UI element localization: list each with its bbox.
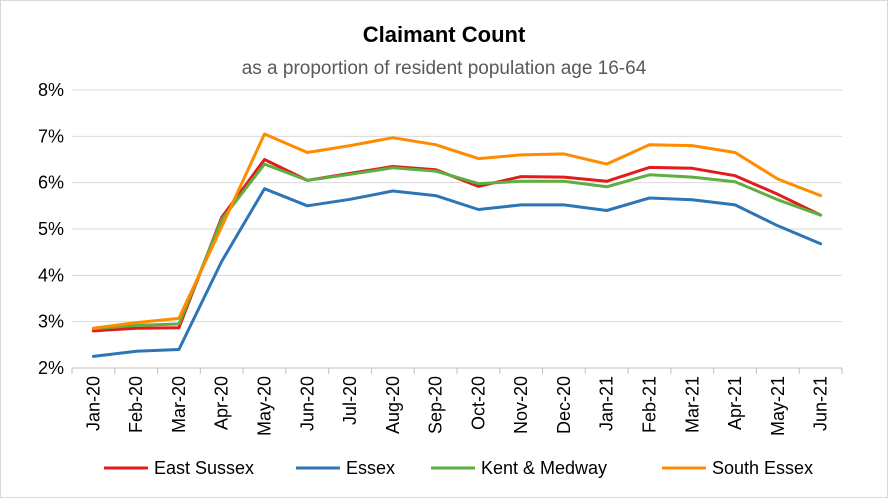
legend-label: Essex (346, 458, 395, 478)
x-tick-label: Sep-20 (426, 376, 446, 434)
chart-subtitle: as a proportion of resident population a… (241, 58, 647, 79)
legend-label: Kent & Medway (481, 458, 607, 478)
x-tick-label: Apr-20 (212, 376, 232, 430)
x-tick-label: Nov-20 (511, 376, 531, 434)
x-tick-label: Oct-20 (468, 376, 488, 430)
y-tick-label: 7% (38, 126, 64, 146)
x-tick-label: Feb-21 (640, 376, 660, 433)
y-axis-ticks: 2% 3% 4% 5% 6% 7% 8% (38, 80, 64, 378)
x-tick-label: May-21 (768, 376, 788, 436)
series-line (91, 187, 823, 358)
x-axis (71, 367, 843, 374)
x-tick-label: Jul-20 (340, 376, 360, 425)
y-tick-label: 5% (38, 219, 64, 239)
x-tick-label: Jun-20 (297, 376, 317, 431)
x-tick-label: Feb-20 (126, 376, 146, 433)
x-axis-ticks: Jan-20 Feb-20 Mar-20 Apr-20 May-20 Jun-20 Jul-… (83, 376, 830, 436)
x-tick-label: Mar-21 (682, 376, 702, 433)
chart-title: Claimant Count (362, 22, 526, 47)
x-tick-label: Mar-20 (169, 376, 189, 433)
x-tick-label: May-20 (255, 376, 275, 436)
x-tick-label: Apr-21 (725, 376, 745, 430)
series-line (91, 132, 823, 330)
y-tick-label: 8% (38, 80, 64, 100)
series-lines (91, 132, 823, 358)
legend-label: East Sussex (154, 458, 254, 478)
x-tick-label: Jan-20 (83, 376, 103, 431)
x-tick-label: Dec-20 (554, 376, 574, 434)
x-tick-label: Jun-21 (811, 376, 831, 431)
legend-label: South Essex (712, 458, 813, 478)
y-tick-label: 3% (38, 312, 64, 332)
series-line (91, 158, 823, 333)
x-tick-label: Aug-20 (383, 376, 403, 434)
x-tick-label: Jan-21 (597, 376, 617, 431)
y-tick-label: 4% (38, 265, 64, 285)
y-tick-label: 2% (38, 358, 64, 378)
legend: East Sussex Essex Kent & Medway South Essex (104, 458, 813, 478)
y-tick-label: 6% (38, 173, 64, 193)
gridlines (72, 89, 842, 323)
series-line (91, 162, 823, 331)
